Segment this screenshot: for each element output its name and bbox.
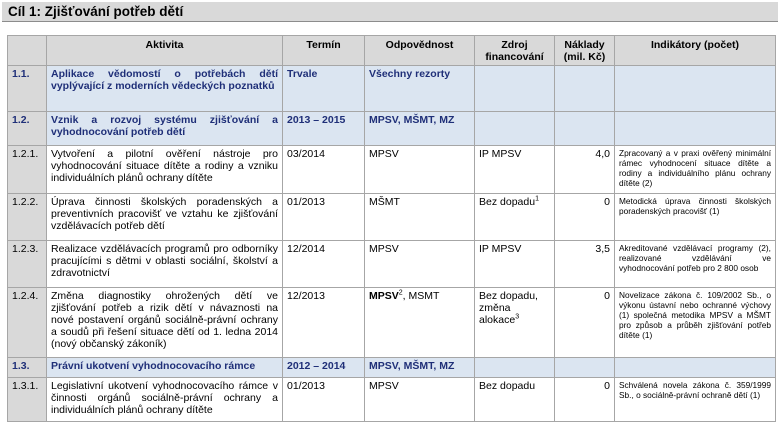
footnote-mark: 2	[398, 289, 403, 297]
row-responsibility: MŠMT	[364, 193, 475, 241]
col-costs-header: Náklady (mil. Kč)	[554, 35, 615, 66]
row-activity: Právní ukotvení vyhodnocovacího rámce	[46, 357, 283, 378]
row-cost: 0	[554, 377, 615, 422]
row-term: Trvale	[282, 65, 365, 112]
row-activity: Vznik a rozvoj systému zjišťování a vyho…	[46, 111, 283, 146]
row-number: 1.2.4.	[7, 287, 47, 358]
row-cost: 0	[554, 193, 615, 241]
row-cost: 0	[554, 287, 615, 358]
funding-text: Bez dopadu, změna alokace	[479, 290, 538, 326]
table-row: 1.2.1. Vytvoření a pilotní ověření nástr…	[7, 145, 776, 194]
row-funding: IP MPSV	[474, 240, 555, 288]
row-number: 1.2.2.	[7, 193, 47, 241]
row-activity: Legislativní ukotvení vyhodnocovacího rá…	[46, 377, 283, 422]
table-row: 1.3.1. Legislativní ukotvení vyhodnocova…	[7, 377, 776, 422]
col-term-header: Termín	[282, 35, 365, 66]
row-activity: Aplikace vědomostí o potřebách dětí vypl…	[46, 65, 283, 112]
row-indicator: Schválená novela zákona č. 359/1999 Sb.,…	[614, 377, 776, 422]
row-responsibility: MPSV	[364, 145, 475, 194]
table-row: 1.3. Právní ukotvení vyhodnocovacího rám…	[7, 357, 776, 378]
row-funding	[474, 111, 555, 146]
footnote-mark: 1	[535, 195, 539, 203]
row-indicator: Metodická úprava činnosti školských pora…	[614, 193, 776, 241]
row-funding: Bez dopadu, změna alokace3	[474, 287, 555, 358]
action-plan-table: Aktivita Termín Odpovědnost Zdroj financ…	[7, 35, 776, 422]
table-row: 1.2.3. Realizace vzdělávacích programů p…	[7, 240, 776, 288]
row-indicator: Zpracovaný a v praxi ověřený minimální r…	[614, 145, 776, 194]
row-funding: Bez dopadu1	[474, 193, 555, 241]
row-responsibility: MPSV	[364, 377, 475, 422]
row-number: 1.3.	[7, 357, 47, 378]
col-indicators-header: Indikátory (počet)	[614, 35, 776, 66]
row-cost: 4,0	[554, 145, 615, 194]
row-responsibility: Všechny rezorty	[364, 65, 475, 112]
row-term: 2013 – 2015	[282, 111, 365, 146]
row-cost	[554, 65, 615, 112]
row-term: 12/2014	[282, 240, 365, 288]
funding-text: Bez dopadu	[479, 196, 536, 208]
row-term: 03/2014	[282, 145, 365, 194]
header-row: Aktivita Termín Odpovědnost Zdroj financ…	[7, 35, 776, 66]
row-indicator: Novelizace zákona č. 109/2002 Sb., o výk…	[614, 287, 776, 358]
col-responsibility-header: Odpovědnost	[364, 35, 475, 66]
row-number: 1.2.1.	[7, 145, 47, 194]
row-funding	[474, 65, 555, 112]
table-row: 1.1. Aplikace vědomostí o potřebách dětí…	[7, 65, 776, 112]
row-cost: 3,5	[554, 240, 615, 288]
table-row: 1.2. Vznik a rozvoj systému zjišťování a…	[7, 111, 776, 146]
row-term: 2012 – 2014	[282, 357, 365, 378]
row-term: 12/2013	[282, 287, 365, 358]
section-heading: Cíl 1: Zjišťování potřeb dětí	[2, 2, 778, 22]
table-row: 1.2.4. Změna diagnostiky ohrožených dětí…	[7, 287, 776, 358]
row-indicator: Akreditované vzdělávací programy (2), re…	[614, 240, 776, 288]
row-term: 01/2013	[282, 193, 365, 241]
row-funding: Bez dopadu	[474, 377, 555, 422]
row-funding: IP MPSV	[474, 145, 555, 194]
row-cost	[554, 357, 615, 378]
row-funding	[474, 357, 555, 378]
row-indicator	[614, 65, 776, 112]
row-cost	[554, 111, 615, 146]
row-number: 1.2.3.	[7, 240, 47, 288]
row-activity: Úprava činnosti školských poradenských a…	[46, 193, 283, 241]
footnote-mark: 3	[515, 313, 520, 321]
col-activity-header: Aktivita	[46, 35, 283, 66]
row-term: 01/2013	[282, 377, 365, 422]
row-indicator	[614, 357, 776, 378]
row-responsibility: MPSV, MŠMT, MZ	[364, 357, 475, 378]
row-responsibility: MPSV, MŠMT, MZ	[364, 111, 475, 146]
row-responsibility: MPSV	[364, 240, 475, 288]
row-activity: Vytvoření a pilotní ověření nástroje pro…	[46, 145, 283, 194]
row-activity: Změna diagnostiky ohrožených dětí ve zji…	[46, 287, 283, 358]
row-responsibility: MPSV2, MSMT	[364, 287, 475, 358]
col-funding-header: Zdroj financování	[474, 35, 555, 66]
row-indicator	[614, 111, 776, 146]
responsibility-rest: , MSMT	[402, 290, 440, 302]
col-number-header	[7, 35, 47, 66]
responsibility-lead: MPSV	[369, 290, 399, 302]
table-row: 1.2.2. Úprava činnosti školských poraden…	[7, 193, 776, 241]
row-number: 1.2.	[7, 111, 47, 146]
row-number: 1.1.	[7, 65, 47, 112]
row-number: 1.3.1.	[7, 377, 47, 422]
row-activity: Realizace vzdělávacích programů pro odbo…	[46, 240, 283, 288]
